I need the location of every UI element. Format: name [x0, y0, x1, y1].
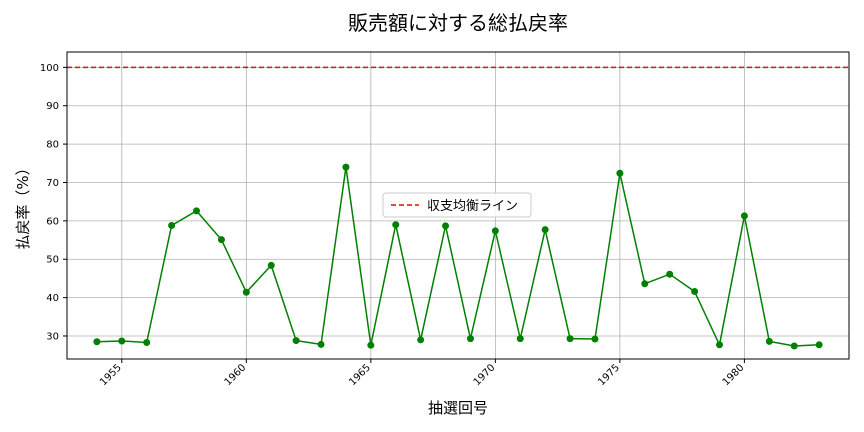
x-tick-label: 1955 [98, 362, 124, 388]
data-point [715, 341, 723, 349]
x-tick-label: 1980 [721, 362, 747, 388]
data-point [242, 288, 250, 296]
x-tick-label: 1960 [223, 362, 249, 388]
data-point [317, 340, 325, 348]
data-point [666, 270, 674, 278]
y-tick-label: 30 [46, 331, 59, 342]
data-point [193, 207, 201, 215]
data-point [93, 338, 101, 346]
data-point [143, 338, 151, 346]
data-point [267, 261, 275, 269]
y-axis-label: 払戻率（%） [14, 160, 32, 249]
y-tick-label: 60 [46, 216, 59, 227]
data-point [292, 337, 300, 345]
data-point [217, 236, 225, 244]
series-layer [93, 163, 823, 350]
x-tick-label: 1975 [596, 362, 622, 388]
data-point [591, 335, 599, 343]
data-point [466, 335, 474, 343]
data-point [442, 222, 450, 230]
y-tick-label: 40 [46, 293, 59, 304]
data-point [417, 336, 425, 344]
data-point [516, 335, 524, 343]
data-point [691, 287, 699, 295]
chart-title: 販売額に対する総払戻率 [348, 11, 568, 35]
y-tick-label: 80 [46, 140, 59, 151]
data-point [367, 341, 375, 349]
x-tick-label: 1970 [472, 362, 498, 388]
data-point [641, 280, 649, 288]
x-axis-label: 抽選回号 [428, 399, 488, 417]
x-tick-label: 1965 [347, 362, 373, 388]
data-point [342, 163, 350, 171]
y-tick-label: 90 [46, 101, 59, 112]
data-point [765, 337, 773, 345]
data-point [815, 341, 823, 349]
data-point [566, 335, 574, 343]
data-point [392, 221, 400, 229]
data-point [168, 221, 176, 229]
data-point [740, 212, 748, 220]
data-point [541, 226, 549, 234]
data-point [118, 337, 126, 345]
data-point [491, 227, 499, 235]
legend: 収支均衡ライン [382, 192, 532, 218]
legend-box [382, 192, 532, 218]
plot-frame [66, 51, 850, 360]
y-tick-label: 70 [46, 178, 59, 189]
y-tick-label: 100 [40, 63, 59, 74]
data-point [616, 169, 624, 177]
y-tick-label: 50 [46, 255, 59, 266]
series-line [96, 167, 820, 348]
legend-label: 収支均衡ライン [427, 199, 518, 214]
data-point [790, 342, 798, 350]
